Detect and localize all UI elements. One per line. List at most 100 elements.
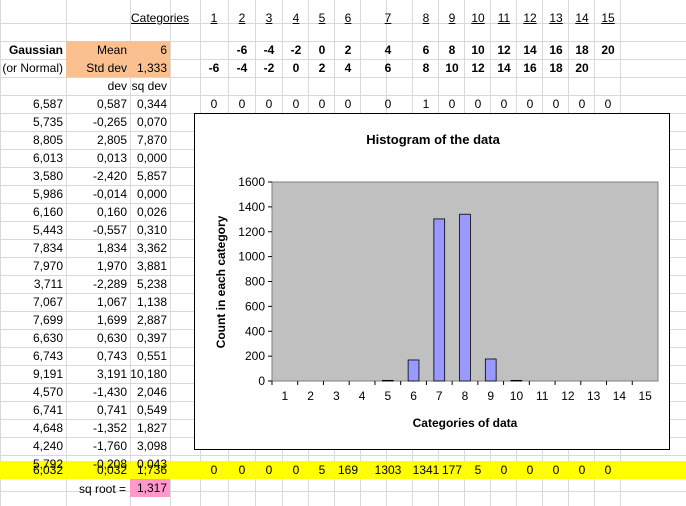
data-value[interactable]: 9,191 [32,367,63,381]
sq-dev-value[interactable]: 10,180 [130,367,167,381]
summary-sq-dev[interactable]: 1,736 [136,463,167,477]
category-count[interactable]: 0 [344,97,352,111]
data-value[interactable]: 7,834 [32,241,63,255]
category-count[interactable]: 0 [265,97,273,111]
histogram-bar[interactable] [433,218,446,382]
data-value[interactable]: 8,805 [32,133,63,147]
upper-bound[interactable]: -4 [263,43,275,57]
summary-count[interactable]: 0 [238,463,246,477]
category-count[interactable]: 0 [578,97,586,111]
summary-count[interactable]: 0 [265,463,273,477]
data-value[interactable]: 4,648 [32,421,63,435]
category-number[interactable]: 1 [210,11,218,25]
dev-value[interactable]: -0,265 [92,115,127,129]
lower-bound[interactable]: 20 [575,61,589,75]
lower-bound[interactable]: 10 [445,61,459,75]
categories-label[interactable]: Categories [131,11,190,25]
dev-value[interactable]: 3,191 [96,367,127,381]
summary-count[interactable]: 0 [526,463,534,477]
sq-dev-value[interactable]: 0,026 [136,205,167,219]
sq-dev-value[interactable]: 2,887 [136,313,167,327]
data-value[interactable]: 7,067 [32,295,63,309]
histogram-bar[interactable] [407,359,420,382]
sq-root-label[interactable]: sq root = [78,482,126,496]
sq-dev-value[interactable]: 0,551 [136,349,167,363]
dev-value[interactable]: -0,014 [92,187,127,201]
upper-bound[interactable]: 10 [471,43,485,57]
histogram-bar[interactable] [381,379,394,382]
dev-value[interactable]: -2,289 [92,277,127,291]
data-value[interactable]: 5,986 [32,187,63,201]
data-value[interactable]: 6,013 [32,151,63,165]
histogram-bar[interactable] [459,213,471,382]
upper-bound[interactable]: 18 [575,43,589,57]
summary-count[interactable]: 5 [318,463,326,477]
data-value[interactable]: 3,711 [33,277,63,291]
dev-value[interactable]: -1,760 [92,439,127,453]
category-number[interactable]: 11 [497,11,511,25]
lower-bound[interactable]: 2 [318,61,326,75]
data-value[interactable]: 6,160 [32,205,63,219]
dev-value[interactable]: 0,013 [96,151,127,165]
summary-count[interactable]: 177 [441,463,463,477]
data-value[interactable]: 6,743 [32,349,63,363]
dev-value[interactable]: 1,834 [96,241,127,255]
category-count[interactable]: 0 [526,97,534,111]
category-number[interactable]: 14 [575,11,589,25]
category-number[interactable]: 4 [292,11,300,25]
category-count[interactable]: 0 [318,97,326,111]
sq-root-value[interactable]: 1,317 [136,481,167,495]
data-value[interactable]: 6,741 [32,403,63,417]
summary-count[interactable]: 5 [474,463,482,477]
sq-dev-value[interactable]: 3,098 [136,439,167,453]
gaussian-label[interactable]: Gaussian [8,43,63,57]
category-count[interactable]: 0 [552,97,560,111]
dev-value[interactable]: 1,067 [96,295,127,309]
lower-bound[interactable]: 6 [384,61,392,75]
category-count[interactable]: 0 [448,97,456,111]
category-count[interactable]: 0 [474,97,482,111]
category-count[interactable]: 0 [210,97,218,111]
upper-bound[interactable]: 6 [422,43,430,57]
lower-bound[interactable]: 8 [422,61,430,75]
lower-bound[interactable]: 18 [549,61,563,75]
histogram-chart[interactable]: Histogram of the data 0 200 400 600 800 1000 1… [194,113,670,450]
category-number[interactable]: 7 [384,11,392,25]
sq-dev-header[interactable]: sq dev [131,79,167,93]
sq-dev-value[interactable]: 0,549 [136,403,167,417]
summary-dev[interactable]: 0,032 [96,463,127,477]
sq-dev-value[interactable]: 2,046 [136,385,167,399]
dev-value[interactable]: 1,970 [96,259,127,273]
sq-dev-value[interactable]: 0,310 [136,223,167,237]
summary-count[interactable]: 169 [337,463,359,477]
category-number[interactable]: 15 [601,11,615,25]
dev-value[interactable]: -1,352 [92,421,127,435]
upper-bound[interactable]: -6 [236,43,248,57]
upper-bound[interactable]: 0 [318,43,326,57]
histogram-bar[interactable] [484,358,497,382]
lower-bound[interactable]: 4 [344,61,352,75]
std-dev-value[interactable]: 1,333 [136,61,167,75]
category-number[interactable]: 5 [318,11,326,25]
sq-dev-value[interactable]: 1,827 [136,421,167,435]
data-value[interactable]: 5,735 [32,115,63,129]
lower-bound[interactable]: -2 [263,61,275,75]
category-number[interactable]: 12 [523,11,537,25]
category-number[interactable]: 2 [238,11,246,25]
sq-dev-value[interactable]: 0,000 [136,187,167,201]
sq-dev-value[interactable]: 0,397 [136,331,167,345]
dev-value[interactable]: 0,630 [96,331,127,345]
data-value[interactable]: 7,970 [32,259,63,273]
category-number[interactable]: 8 [422,11,430,25]
sq-dev-value[interactable]: 7,870 [136,133,167,147]
mean-value[interactable]: 6 [160,43,167,57]
dev-value[interactable]: 0,741 [96,403,127,417]
category-count[interactable]: 0 [604,97,612,111]
sq-dev-value[interactable]: 5,238 [136,277,167,291]
category-count[interactable]: 0 [238,97,246,111]
data-value[interactable]: 4,570 [32,385,63,399]
lower-bound[interactable]: 14 [497,61,511,75]
dev-value[interactable]: -1,430 [92,385,127,399]
histogram-bar[interactable] [510,379,523,382]
